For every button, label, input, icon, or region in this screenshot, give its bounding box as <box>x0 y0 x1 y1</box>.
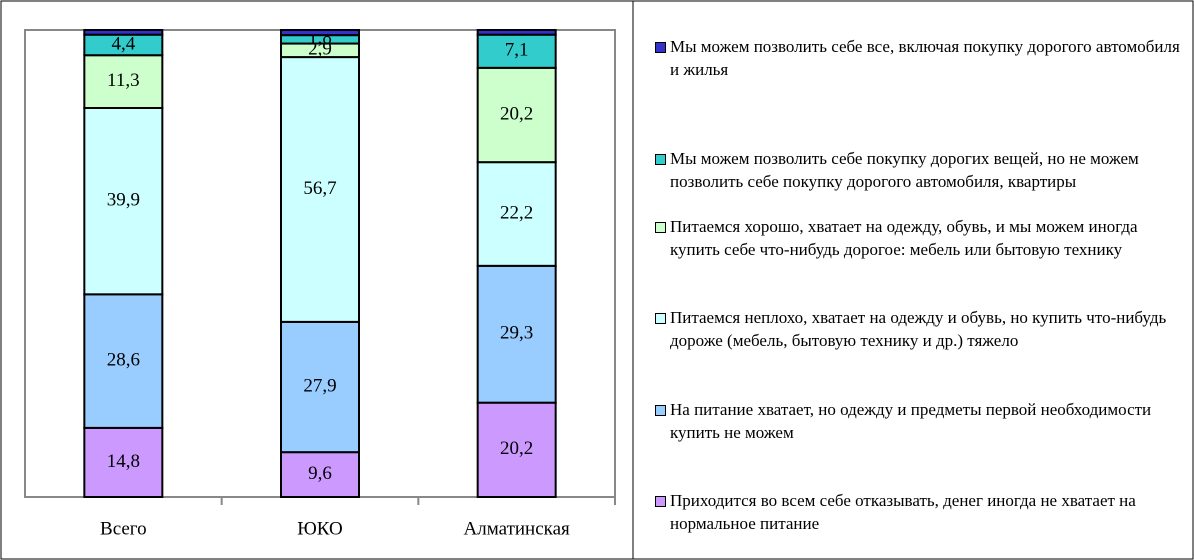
legend-swatch <box>655 222 666 233</box>
legend-entry: Мы можем позволить себе покупку дорогих … <box>655 147 1185 193</box>
legend-swatch <box>655 496 666 507</box>
legend-label: Мы можем позволить себе все, включая пок… <box>670 37 1180 79</box>
bar-segment <box>280 29 360 37</box>
bar-segment <box>280 451 360 498</box>
bar-segment <box>83 293 164 429</box>
legend-entry: Питаемся неплохо, хватает на одежду и об… <box>655 306 1185 352</box>
bar-segment <box>83 29 164 36</box>
bar-segment <box>476 29 557 36</box>
legend-entry: На питание хватает, но одежду и предметы… <box>655 398 1185 444</box>
data-label: 27,9 <box>303 375 336 396</box>
data-label: 29,3 <box>500 323 533 344</box>
legend-label: На питание хватает, но одежду и предметы… <box>670 400 1152 442</box>
legend-label: Приходится во всем себе отказывать, дене… <box>670 491 1136 533</box>
legend-swatch <box>655 405 666 416</box>
bar-segment <box>280 56 360 323</box>
legend-swatch <box>655 42 666 53</box>
legend-swatch <box>655 313 666 324</box>
x-tick-label: ЮКО <box>297 518 342 539</box>
legend-entry: Мы можем позволить себе все, включая пок… <box>655 35 1185 81</box>
bar-segment <box>476 66 557 164</box>
data-label: 4,4 <box>111 33 135 54</box>
data-label: 9,6 <box>308 463 332 484</box>
data-label: 20,2 <box>500 103 533 124</box>
x-tick-label: Всего <box>100 518 147 539</box>
data-label: 28,6 <box>107 349 140 370</box>
legend-label: Мы можем позволить себе покупку дорогих … <box>670 149 1139 191</box>
data-label: 56,7 <box>303 178 336 199</box>
bar-segment <box>476 264 557 404</box>
data-label: 20,2 <box>500 438 533 459</box>
data-label: 11,3 <box>107 70 140 91</box>
data-label: 22,2 <box>500 202 533 223</box>
legend-entry: Питаемся хорошо, хватает на одежду, обув… <box>655 215 1185 261</box>
legend-entry: Приходится во всем себе отказывать, дене… <box>655 489 1185 535</box>
data-label: 7,1 <box>505 40 529 61</box>
bar-segment <box>83 54 164 109</box>
legend-swatch <box>655 154 666 165</box>
x-tick-label: Алматинская <box>464 518 570 539</box>
data-label: 14,8 <box>107 451 140 472</box>
legend-label: Питаемся хорошо, хватает на одежду, обув… <box>670 217 1138 259</box>
bar-segment <box>476 161 557 267</box>
bar-segment <box>280 320 360 454</box>
data-label: 39,9 <box>107 190 140 211</box>
bar-segment <box>83 106 164 296</box>
bar-segment <box>476 33 557 69</box>
bar-segment <box>83 426 164 498</box>
legend-label: Питаемся неплохо, хватает на одежду и об… <box>670 308 1167 350</box>
